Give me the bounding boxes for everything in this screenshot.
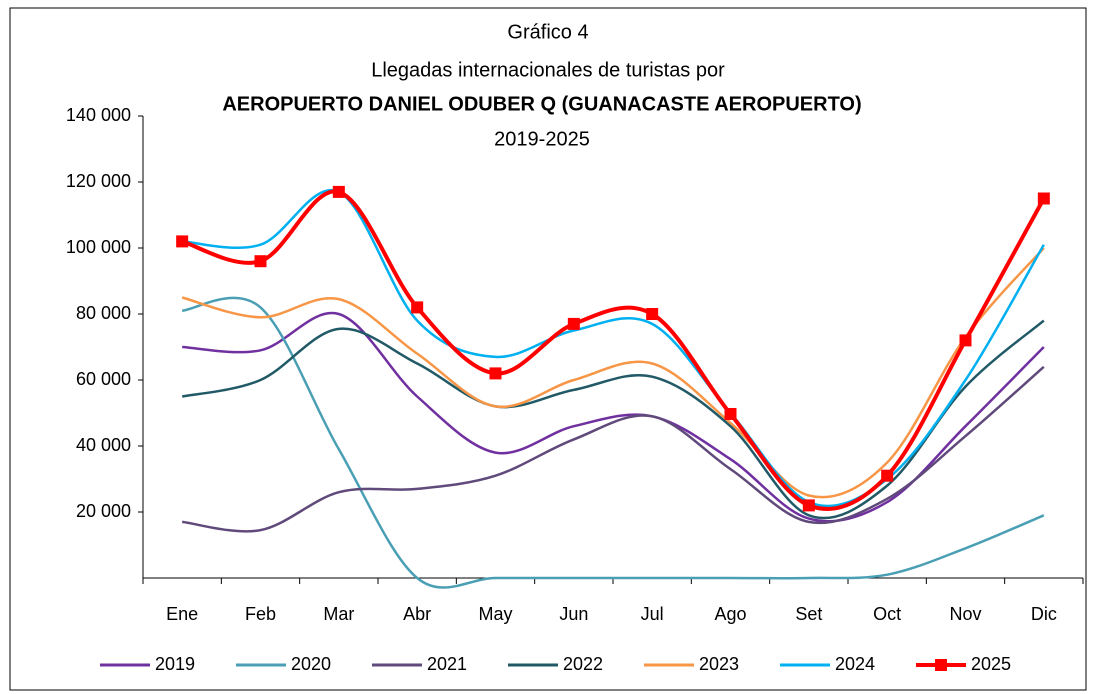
series-line <box>181 296 1045 589</box>
x-tick-label: Mar <box>323 604 354 624</box>
legend-label: 2020 <box>291 654 331 674</box>
y-tick-label: 60 000 <box>76 369 131 389</box>
x-tick-label: Feb <box>245 604 276 624</box>
point-marker <box>1037 192 1050 205</box>
chart-subtitle: AEROPUERTO DANIEL ODUBER Q (GUANACASTE A… <box>222 93 861 115</box>
point-marker <box>176 235 189 248</box>
series-line <box>181 319 1045 520</box>
point-marker <box>332 185 345 198</box>
x-tick-label: Ago <box>714 604 746 624</box>
x-tick-label: Jun <box>559 604 588 624</box>
legend-marker <box>935 659 947 671</box>
point-marker <box>567 317 580 330</box>
series-line <box>181 247 1045 499</box>
legend-label: 2023 <box>699 654 739 674</box>
chart-title: Gráfico 4 <box>507 21 588 43</box>
x-tick-label: Set <box>795 604 822 624</box>
x-tick-label: Oct <box>873 604 901 624</box>
point-marker <box>881 469 894 482</box>
chart-frame <box>9 7 1087 691</box>
point-marker <box>254 255 267 268</box>
x-tick-label: Ene <box>166 604 198 624</box>
point-marker <box>489 367 502 380</box>
y-tick-label: 100 000 <box>66 237 131 257</box>
y-tick-label: 120 000 <box>66 171 131 191</box>
point-marker <box>802 499 815 512</box>
x-tick-label: May <box>478 604 512 624</box>
legend-label: 2025 <box>971 654 1011 674</box>
point-marker <box>411 301 424 314</box>
legend-label: 2019 <box>155 654 195 674</box>
x-tick-label: Jul <box>641 604 664 624</box>
series-line <box>182 365 1045 533</box>
y-tick-label: 80 000 <box>76 303 131 323</box>
legend-label: 2022 <box>563 654 603 674</box>
legend-label: 2021 <box>427 654 467 674</box>
point-marker <box>959 334 972 347</box>
series-line <box>182 311 1045 523</box>
x-tick-label: Abr <box>403 604 431 624</box>
y-tick-label: 140 000 <box>66 105 131 125</box>
legend-label: 2024 <box>835 654 875 674</box>
point-marker <box>646 308 659 320</box>
chart-subtitle: 2019-2025 <box>494 128 590 150</box>
x-tick-label: Dic <box>1031 604 1057 624</box>
point-marker <box>724 407 737 420</box>
y-tick-label: 40 000 <box>76 435 131 455</box>
x-tick-label: Nov <box>949 604 981 624</box>
chart-subtitle: Llegadas internacionales de turistas por <box>371 59 725 81</box>
y-tick-label: 20 000 <box>76 501 131 521</box>
